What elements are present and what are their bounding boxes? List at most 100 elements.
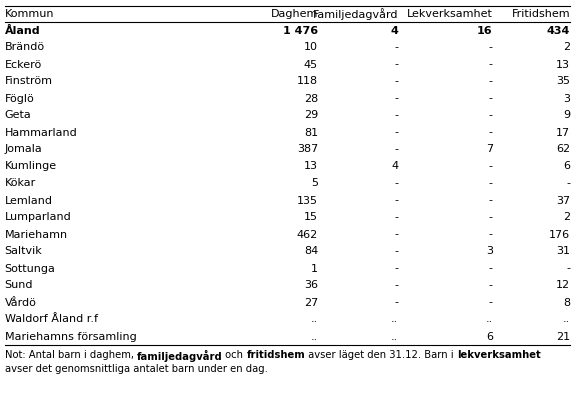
Text: Lekverksamhet: Lekverksamhet — [407, 9, 493, 19]
Text: 45: 45 — [304, 60, 318, 69]
Text: Föglö: Föglö — [5, 93, 34, 104]
Text: Mariehamn: Mariehamn — [5, 229, 68, 239]
Text: -: - — [394, 77, 398, 86]
Text: -: - — [489, 42, 493, 53]
Text: fritidshem: fritidshem — [246, 350, 305, 360]
Text: Vårdö: Vårdö — [5, 297, 37, 308]
Text: 10: 10 — [304, 42, 318, 53]
Text: -: - — [394, 297, 398, 308]
Text: 3: 3 — [486, 246, 493, 257]
Text: -: - — [394, 195, 398, 206]
Text: -: - — [394, 60, 398, 69]
Text: 5: 5 — [311, 178, 318, 188]
Text: -: - — [394, 127, 398, 137]
Text: -: - — [394, 42, 398, 53]
Text: 7: 7 — [486, 144, 493, 155]
Text: 1 476: 1 476 — [283, 25, 318, 35]
Text: Jomala: Jomala — [5, 144, 42, 155]
Text: -: - — [394, 93, 398, 104]
Text: Brändö: Brändö — [5, 42, 45, 53]
Text: Eckerö: Eckerö — [5, 60, 42, 69]
Text: Kökar: Kökar — [5, 178, 36, 188]
Text: avser det genomsnittliga antalet barn under en dag.: avser det genomsnittliga antalet barn un… — [5, 364, 268, 374]
Text: -: - — [566, 264, 570, 273]
Text: -: - — [489, 178, 493, 188]
Text: Finström: Finström — [5, 77, 53, 86]
Text: Sund: Sund — [5, 281, 33, 290]
Text: -: - — [394, 281, 398, 290]
Text: ..: .. — [311, 315, 318, 324]
Text: -: - — [489, 162, 493, 171]
Text: Geta: Geta — [5, 111, 32, 120]
Text: ..: .. — [563, 315, 570, 324]
Text: 6: 6 — [486, 331, 493, 341]
Text: Lemland: Lemland — [5, 195, 53, 206]
Text: avser läget den 31.12. Barn i: avser läget den 31.12. Barn i — [305, 350, 457, 360]
Text: Kumlinge: Kumlinge — [5, 162, 57, 171]
Text: -: - — [394, 111, 398, 120]
Text: -: - — [489, 127, 493, 137]
Text: 8: 8 — [563, 297, 570, 308]
Text: -: - — [394, 246, 398, 257]
Text: -: - — [566, 178, 570, 188]
Text: Sottunga: Sottunga — [5, 264, 56, 273]
Text: 15: 15 — [304, 213, 318, 222]
Text: 9: 9 — [563, 111, 570, 120]
Text: 434: 434 — [547, 25, 570, 35]
Text: 84: 84 — [304, 246, 318, 257]
Text: 28: 28 — [304, 93, 318, 104]
Text: Fritidshem: Fritidshem — [512, 9, 570, 19]
Text: Lumparland: Lumparland — [5, 213, 71, 222]
Text: 13: 13 — [556, 60, 570, 69]
Text: Åland: Åland — [5, 25, 40, 35]
Text: -: - — [489, 195, 493, 206]
Text: -: - — [489, 229, 493, 239]
Text: 12: 12 — [556, 281, 570, 290]
Text: -: - — [489, 264, 493, 273]
Text: 37: 37 — [556, 195, 570, 206]
Text: -: - — [489, 297, 493, 308]
Text: ..: .. — [311, 331, 318, 341]
Text: Mariehamns församling: Mariehamns församling — [5, 331, 136, 341]
Text: 13: 13 — [304, 162, 318, 171]
Text: 4: 4 — [391, 162, 398, 171]
Text: 387: 387 — [297, 144, 318, 155]
Text: 21: 21 — [556, 331, 570, 341]
Text: 16: 16 — [477, 25, 493, 35]
Text: Familjedagvård: Familjedagvård — [313, 8, 398, 20]
Text: 4: 4 — [390, 25, 398, 35]
Text: -: - — [489, 77, 493, 86]
Text: 17: 17 — [556, 127, 570, 137]
Text: Not: Antal barn i daghem,: Not: Antal barn i daghem, — [5, 350, 137, 360]
Text: och: och — [222, 350, 246, 360]
Text: -: - — [489, 281, 493, 290]
Text: -: - — [489, 213, 493, 222]
Text: 62: 62 — [556, 144, 570, 155]
Text: -: - — [394, 264, 398, 273]
Text: ..: .. — [391, 331, 398, 341]
Text: -: - — [394, 178, 398, 188]
Text: familjedagvård: familjedagvård — [137, 350, 222, 362]
Text: Kommun: Kommun — [5, 9, 54, 19]
Text: Saltvik: Saltvik — [5, 246, 42, 257]
Text: 2: 2 — [563, 213, 570, 222]
Text: lekverksamhet: lekverksamhet — [457, 350, 541, 360]
Text: Waldorf Åland r.f: Waldorf Åland r.f — [5, 315, 97, 324]
Text: 27: 27 — [304, 297, 318, 308]
Text: Daghem: Daghem — [270, 9, 318, 19]
Text: 3: 3 — [563, 93, 570, 104]
Text: -: - — [489, 93, 493, 104]
Text: 36: 36 — [304, 281, 318, 290]
Text: 135: 135 — [297, 195, 318, 206]
Text: -: - — [489, 111, 493, 120]
Text: -: - — [394, 144, 398, 155]
Text: 6: 6 — [563, 162, 570, 171]
Text: -: - — [394, 229, 398, 239]
Text: -: - — [394, 213, 398, 222]
Text: ..: .. — [391, 315, 398, 324]
Text: 35: 35 — [556, 77, 570, 86]
Text: -: - — [489, 60, 493, 69]
Text: 81: 81 — [304, 127, 318, 137]
Text: 462: 462 — [297, 229, 318, 239]
Text: 118: 118 — [297, 77, 318, 86]
